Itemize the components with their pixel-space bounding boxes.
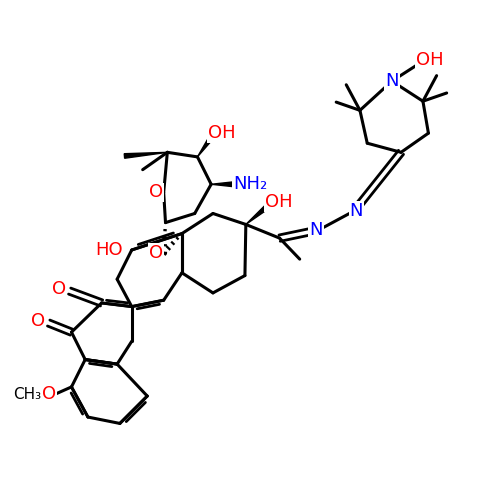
Text: O: O [52,280,66,298]
Text: O: O [150,244,164,262]
Text: OH: OH [265,192,292,210]
Text: NH₂: NH₂ [234,176,268,194]
Polygon shape [246,204,270,225]
Text: O: O [42,385,56,403]
Polygon shape [211,182,232,186]
Text: CH₃: CH₃ [14,386,42,402]
Text: OH: OH [416,51,443,69]
Polygon shape [198,136,213,157]
Text: OH: OH [208,124,236,142]
Polygon shape [124,152,168,158]
Text: N: N [350,202,363,220]
Text: N: N [385,72,398,90]
Text: N: N [310,221,323,239]
Text: HO: HO [95,241,122,259]
Text: O: O [150,184,164,202]
Text: O: O [30,312,45,330]
